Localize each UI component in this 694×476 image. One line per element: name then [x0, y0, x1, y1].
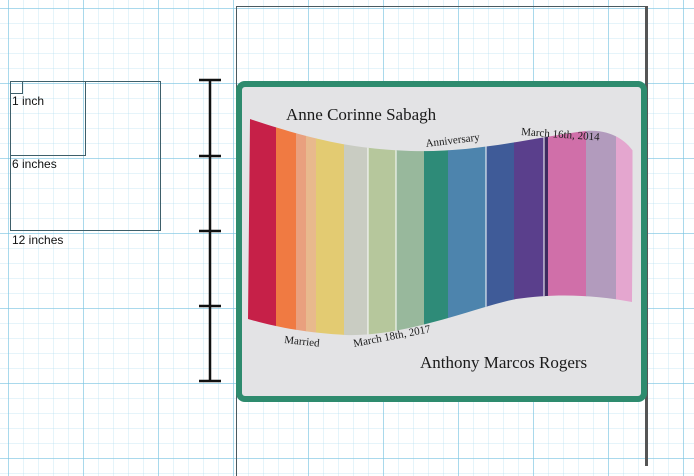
name-top: Anne Corinne Sabagh	[286, 105, 437, 124]
ribbon-stripe	[424, 119, 449, 336]
ribbon-stripes	[248, 119, 633, 336]
scale-label-6in: 6 inches	[12, 157, 57, 171]
ribbon-stripe	[344, 119, 369, 336]
anniversary-date: March 16th, 2014	[521, 126, 601, 143]
ribbon-stripe	[306, 119, 317, 336]
ribbon-stripe	[486, 119, 515, 336]
married-label: Married	[284, 334, 321, 350]
measure-ruler[interactable]	[198, 78, 222, 384]
ribbon-stripe	[316, 119, 345, 336]
scale-box-1in	[10, 81, 23, 94]
ribbon-stripe	[296, 119, 307, 336]
ribbon-stripe	[276, 119, 297, 336]
ribbon-stripe	[248, 119, 277, 336]
scale-label-12in: 12 inches	[12, 233, 64, 247]
ribbon-stripe	[368, 119, 397, 336]
ribbon-stripe	[396, 119, 425, 336]
ribbon-stripe	[616, 119, 633, 336]
name-bottom: Anthony Marcos Rogers	[420, 353, 587, 372]
scale-box-6in	[10, 81, 86, 156]
scale-label-1in: 1 inch	[12, 94, 45, 108]
ribbon-stripe	[448, 119, 487, 336]
ribbon-stripe	[544, 119, 549, 336]
canvas-design[interactable]: Anne Corinne Sabagh Anniversary March 16…	[236, 81, 647, 402]
